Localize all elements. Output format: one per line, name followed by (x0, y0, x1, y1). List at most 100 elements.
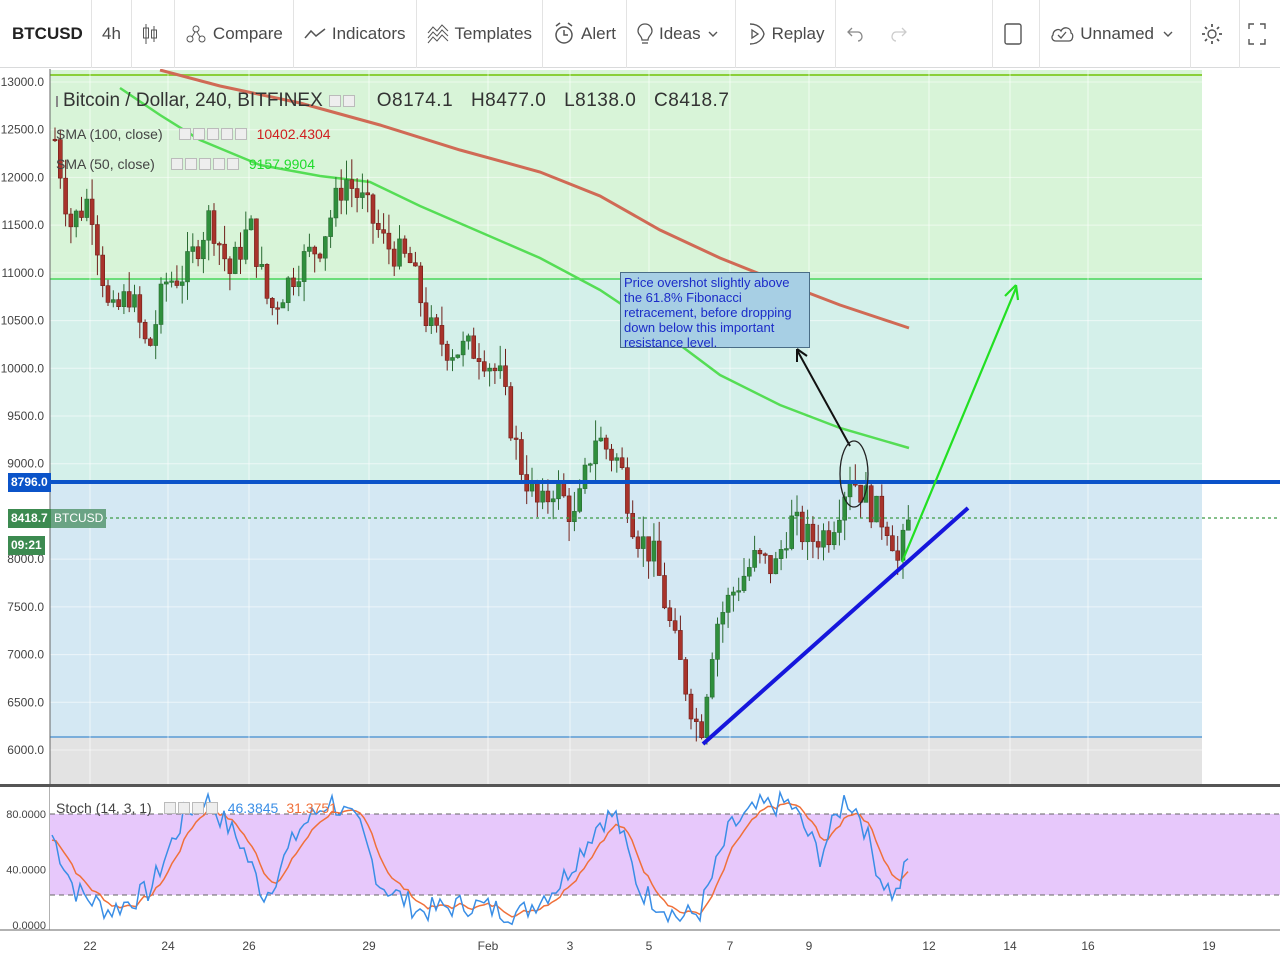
price-axis-label: 10000.0 (1, 361, 45, 375)
projection-arrow[interactable] (900, 287, 1018, 563)
layout-toggle-button[interactable] (992, 0, 1039, 68)
annotation-callout[interactable]: Price overshot slightly above the 61.8% … (620, 272, 810, 350)
redo-button[interactable] (880, 0, 924, 68)
candle-up (121, 291, 127, 307)
price-axis-label: 7500.0 (7, 600, 44, 614)
price-chart[interactable]: 13000.0 12500.0 12000.0 11500.0 11000.0 10500… (0, 69, 1280, 960)
candle-up (821, 530, 826, 548)
replay-icon (749, 22, 765, 45)
candle-up (307, 246, 312, 252)
candle-down (423, 302, 429, 326)
fullscreen-button[interactable] (1239, 0, 1280, 68)
candle-down (656, 540, 662, 576)
alert-button[interactable]: Alert (543, 0, 627, 68)
candle-up (784, 548, 789, 551)
candle-down (503, 365, 508, 387)
candle-up (280, 302, 286, 309)
candle-down (434, 317, 439, 326)
candle-down (100, 254, 105, 286)
time-axis-label: 22 (83, 939, 97, 953)
fib-zone-lower (50, 482, 1202, 737)
candle-up (344, 179, 349, 201)
time-axis-label: 26 (242, 939, 256, 953)
candle-up (587, 463, 593, 466)
candle-down (413, 262, 418, 267)
collapse-icon[interactable] (56, 95, 58, 107)
layout-name-button[interactable]: Unnamed (1039, 0, 1190, 68)
symbol-button[interactable]: BTCUSD (0, 0, 92, 68)
price-axis-label: 11500.0 (2, 218, 45, 232)
candle-up (842, 496, 848, 521)
time-axis-label: 16 (1081, 939, 1095, 953)
annotation-arrow[interactable] (796, 349, 851, 447)
undo-button[interactable] (836, 0, 880, 68)
ohlc-values: O8174.1 H8477.0 L8138.0 C8418.7 (377, 90, 742, 112)
chart-style-button[interactable] (132, 0, 175, 68)
sma100-controls[interactable] (178, 128, 247, 140)
templates-button[interactable]: Templates (417, 0, 544, 68)
compare-label: Compare (212, 23, 283, 43)
price-axis-label: 12500.0 (1, 123, 45, 137)
candle-up (190, 246, 196, 252)
sma100-legend[interactable]: SMA (100, close) 10402.4304 (56, 120, 616, 148)
low-value: L8138.0 (564, 90, 637, 111)
indicators-button[interactable]: Indicators (294, 0, 417, 68)
sma50-controls[interactable] (170, 158, 239, 170)
candle-down (418, 265, 424, 304)
candle-up (296, 281, 302, 288)
time-axis[interactable]: 22 24 26 29 Feb 3 5 7 9 12 14 16 19 (83, 939, 1216, 953)
series-controls[interactable] (328, 95, 355, 107)
candle-up (874, 495, 879, 523)
candle-down (635, 536, 641, 549)
candle-down (630, 513, 636, 538)
templates-label: Templates (454, 23, 533, 43)
candle-down (625, 467, 630, 514)
candle-down (365, 192, 371, 196)
stoch-controls[interactable] (163, 802, 218, 814)
price-axis-label: 11000.0 (2, 266, 45, 280)
open-value: O8174.1 (376, 90, 454, 111)
candle-down (275, 307, 280, 310)
sma50-label: SMA (50, close) (56, 156, 155, 172)
panel-separator[interactable] (0, 784, 1280, 787)
square-icon (1004, 23, 1022, 45)
candle-up (487, 367, 492, 372)
candle-down (799, 511, 805, 543)
alert-label: Alert (581, 23, 616, 43)
interval-button[interactable]: 4h (92, 0, 132, 68)
time-axis-label: Feb (478, 939, 499, 953)
compare-icon (186, 25, 206, 42)
price-axis[interactable]: 13000.0 12500.0 12000.0 11500.0 11000.0 10500… (1, 75, 45, 757)
candle-up (322, 236, 328, 259)
stoch-axis[interactable]: 80.0000 40.0000 0.0000 (6, 809, 46, 932)
candle-up (550, 498, 556, 503)
ideas-button[interactable]: Ideas (627, 0, 736, 68)
candle-down (407, 253, 413, 264)
stoch-legend[interactable]: Stoch (14, 3, 1) 46.3845 31.3751 (56, 800, 337, 816)
main-series-legend[interactable]: Bitcoin / Dollar, 240, BITFINEX O8174.1 … (56, 86, 729, 116)
sma50-legend[interactable]: SMA (50, close) 9157.9904 (56, 150, 616, 178)
candle-down (222, 243, 227, 260)
time-axis-label: 24 (161, 939, 175, 953)
time-axis-label: 12 (922, 939, 936, 953)
compare-button[interactable]: Compare (175, 0, 294, 68)
overshoot-ellipse[interactable] (839, 440, 869, 508)
candle-down (879, 495, 885, 528)
sma100-label: SMA (100, close) (56, 126, 163, 142)
candle-down (810, 523, 816, 542)
candle-up (651, 540, 657, 562)
uptrend-line[interactable] (701, 506, 970, 746)
undo-icon (846, 27, 863, 42)
candle-down (868, 485, 874, 523)
settings-button[interactable] (1190, 0, 1239, 68)
replay-button[interactable]: Replay (736, 0, 836, 68)
candle-up (450, 357, 455, 361)
chevron-down-icon (1163, 31, 1173, 37)
candle-up (752, 550, 757, 568)
candle-up (460, 340, 466, 356)
candle-down (884, 526, 890, 536)
price-axis-bg (0, 69, 50, 786)
candle-down (57, 139, 63, 179)
candle-down (481, 361, 487, 372)
chart-area[interactable]: 13000.0 12500.0 12000.0 11500.0 11000.0 10500… (0, 69, 1280, 960)
